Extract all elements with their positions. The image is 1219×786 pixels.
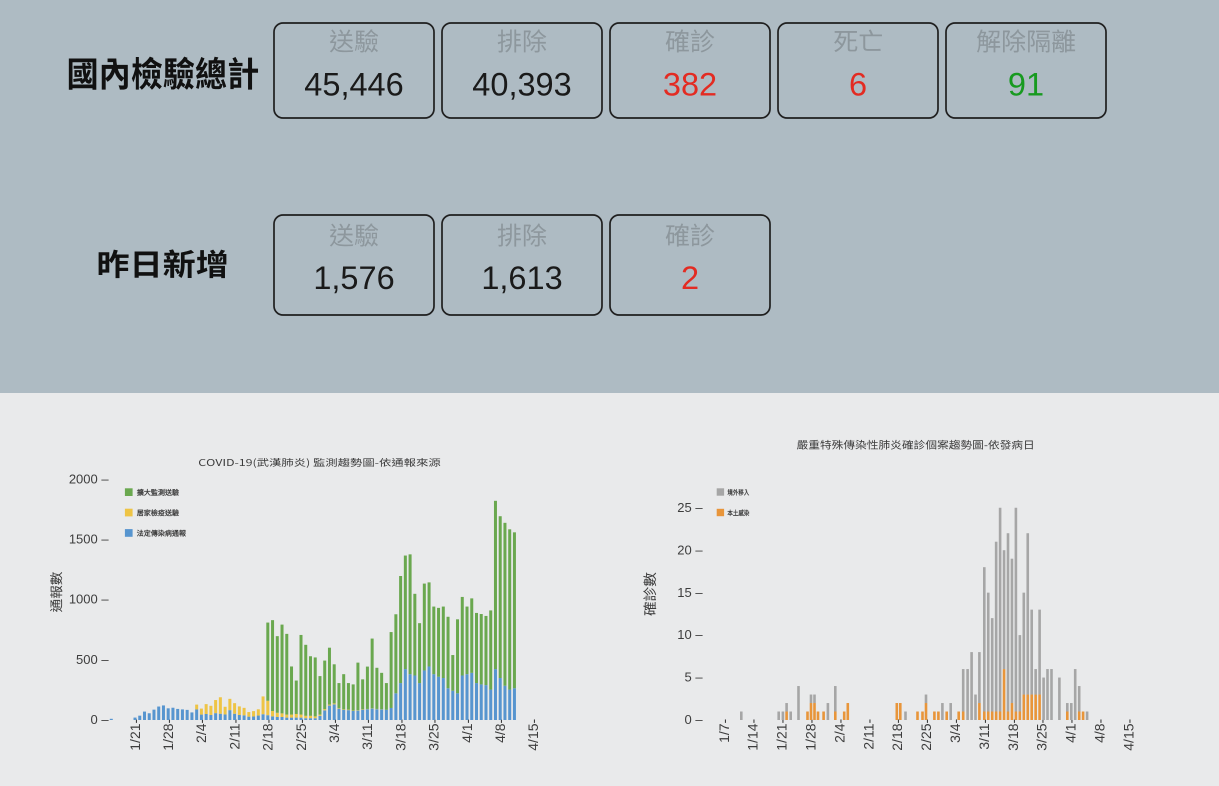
svg-text:3/4-: 3/4- bbox=[947, 718, 963, 742]
svg-text:1/28-: 1/28- bbox=[803, 718, 819, 750]
svg-text:2/4-: 2/4- bbox=[193, 718, 209, 742]
svg-text:0 –: 0 – bbox=[91, 712, 110, 727]
svg-text:3/4-: 3/4- bbox=[326, 718, 342, 742]
svg-text:2/4-: 2/4- bbox=[831, 718, 847, 742]
svg-text:40,393: 40,393 bbox=[472, 66, 571, 102]
svg-text:3/11-: 3/11- bbox=[359, 718, 375, 749]
svg-text:3/18-: 3/18- bbox=[392, 718, 408, 750]
svg-text:1/21-: 1/21- bbox=[774, 718, 790, 750]
svg-text:45,446: 45,446 bbox=[304, 66, 403, 102]
svg-text:1/21-: 1/21- bbox=[127, 718, 143, 750]
svg-text:2000 –: 2000 – bbox=[69, 471, 110, 486]
svg-text:1,613: 1,613 bbox=[481, 260, 562, 296]
svg-text:2/25-: 2/25- bbox=[918, 718, 934, 750]
svg-text:3/18-: 3/18- bbox=[1005, 718, 1021, 750]
svg-text:1/14-: 1/14- bbox=[745, 718, 761, 750]
svg-text:4/8-: 4/8- bbox=[1092, 718, 1108, 742]
svg-text:1/7-: 1/7- bbox=[716, 718, 732, 742]
svg-text:1000 –: 1000 – bbox=[69, 592, 110, 607]
svg-text:4/15-: 4/15- bbox=[525, 718, 541, 750]
svg-text:3/11-: 3/11- bbox=[976, 718, 992, 749]
svg-text:4/8-: 4/8- bbox=[492, 718, 508, 742]
svg-text:2/25-: 2/25- bbox=[293, 718, 309, 750]
svg-text:10 –: 10 – bbox=[677, 627, 703, 642]
svg-text:2/18-: 2/18- bbox=[889, 718, 905, 750]
svg-text:2/11-: 2/11- bbox=[860, 718, 876, 749]
svg-text:4/1-: 4/1- bbox=[1063, 718, 1079, 742]
svg-text:2/11-: 2/11- bbox=[226, 718, 242, 749]
svg-text:1/28-: 1/28- bbox=[160, 718, 176, 750]
svg-text:3/25-: 3/25- bbox=[426, 718, 442, 750]
svg-text:25 –: 25 – bbox=[677, 500, 703, 515]
svg-text:4/15-: 4/15- bbox=[1120, 718, 1136, 750]
svg-text:2/18-: 2/18- bbox=[260, 718, 276, 750]
svg-text:500 –: 500 – bbox=[76, 652, 109, 667]
svg-text:5 –: 5 – bbox=[685, 670, 704, 685]
svg-text:1500 –: 1500 – bbox=[69, 532, 110, 547]
svg-text:3/25-: 3/25- bbox=[1034, 718, 1050, 750]
svg-text:2: 2 bbox=[681, 260, 699, 296]
svg-text:15 –: 15 – bbox=[677, 585, 703, 600]
svg-text:4/1-: 4/1- bbox=[459, 718, 475, 742]
svg-text:91: 91 bbox=[1008, 66, 1044, 102]
svg-text:382: 382 bbox=[663, 66, 717, 102]
svg-text:0 –: 0 – bbox=[685, 712, 704, 727]
svg-text:1,576: 1,576 bbox=[313, 260, 394, 296]
svg-text:6: 6 bbox=[849, 66, 867, 102]
svg-text:20 –: 20 – bbox=[677, 542, 703, 557]
